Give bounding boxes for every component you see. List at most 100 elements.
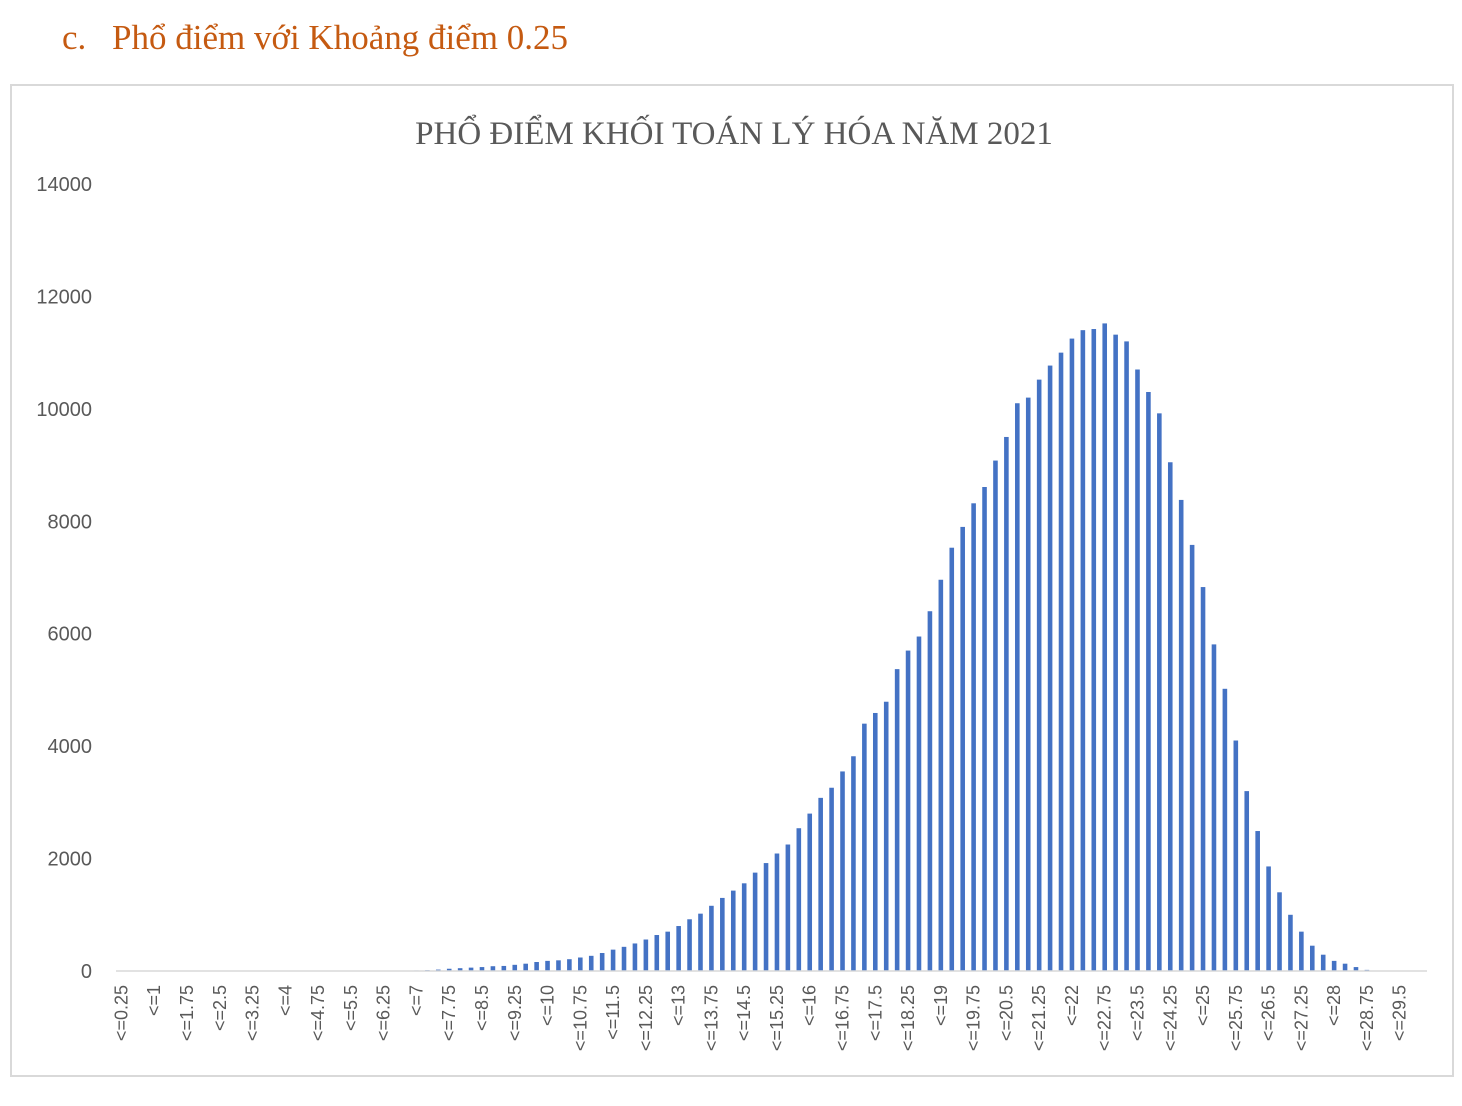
- bar: [698, 913, 703, 971]
- bar: [971, 503, 976, 971]
- bar: [1189, 544, 1195, 971]
- y-tick-label: 10000: [36, 399, 92, 421]
- bar: [862, 723, 867, 971]
- bar: [1015, 403, 1020, 971]
- bar: [1299, 931, 1304, 971]
- bar: [610, 949, 616, 971]
- x-tick-label: <=16.75: [833, 985, 853, 1051]
- y-tick-label: 6000: [48, 624, 93, 646]
- bar: [949, 547, 955, 971]
- bar: [643, 939, 649, 971]
- x-tick-label: <=9.25: [505, 985, 525, 1041]
- bar: [1178, 499, 1184, 971]
- bar: [676, 926, 681, 971]
- bar: [588, 955, 594, 971]
- bar: [479, 967, 485, 971]
- bar: [960, 526, 965, 971]
- x-tick-label: <=28: [1324, 985, 1344, 1026]
- bar: [927, 611, 933, 971]
- bar: [654, 935, 660, 971]
- bar: [1309, 945, 1315, 971]
- y-axis: 0 2000 4000 6000 8000 10000 12000 14000: [36, 174, 92, 983]
- x-axis: <=0.25 <=1 <=1.75 <=2.5 <=3.25 <=4 <=4.75 <=5.5…: [112, 985, 1410, 1051]
- bar: [1331, 960, 1337, 971]
- x-tick-label: <=13.75: [701, 985, 721, 1051]
- bar: [1047, 365, 1053, 971]
- x-tick-label: <=27.25: [1291, 985, 1311, 1051]
- bar: [818, 797, 823, 971]
- bar: [993, 460, 998, 971]
- y-tick-label: 8000: [48, 511, 93, 533]
- bar: [785, 844, 791, 971]
- section-number: c.: [62, 18, 87, 57]
- bar: [687, 919, 692, 971]
- x-tick-label: <=24.25: [1160, 985, 1180, 1051]
- x-tick-label: <=1.75: [177, 985, 197, 1041]
- x-tick-label: <=22.75: [1095, 985, 1115, 1051]
- x-tick-label: <=19: [931, 985, 951, 1026]
- x-tick-label: <=12.25: [636, 985, 656, 1051]
- bar: [1146, 391, 1151, 971]
- y-tick-label: 4000: [48, 736, 93, 758]
- bar: [1222, 688, 1228, 971]
- bar: [523, 963, 528, 971]
- bar: [905, 650, 911, 971]
- bar: [1167, 462, 1173, 971]
- bar: [938, 579, 944, 971]
- bar: [1342, 963, 1348, 971]
- bar: [829, 787, 834, 971]
- bar: [730, 890, 736, 971]
- bar: [982, 487, 987, 971]
- x-tick-label: <=10: [538, 985, 558, 1026]
- section-heading-text: Phổ điểm với Khoảng điểm 0.25: [112, 18, 568, 57]
- bar: [1320, 954, 1326, 971]
- bars: [414, 323, 1370, 972]
- bar: [1036, 379, 1042, 971]
- bar: [851, 756, 856, 971]
- bar: [807, 813, 813, 971]
- bar: [883, 701, 889, 971]
- x-tick-label: <=7: [406, 985, 426, 1016]
- x-tick-label: <=29.5: [1390, 985, 1410, 1041]
- x-tick-label: <=15.25: [767, 985, 787, 1051]
- x-tick-label: <=2.5: [210, 985, 230, 1031]
- bar: [1058, 352, 1064, 971]
- x-tick-label: <=17.5: [865, 985, 885, 1041]
- x-tick-label: <=25.75: [1226, 985, 1246, 1051]
- bar: [1277, 892, 1282, 971]
- bar: [1069, 338, 1075, 972]
- bar: [741, 883, 747, 971]
- bar: [490, 966, 496, 971]
- y-tick-label: 0: [81, 961, 92, 983]
- bar: [1124, 341, 1129, 971]
- bar: [545, 960, 550, 971]
- bar: [1004, 436, 1009, 972]
- section-heading: c. Phổ điểm với Khoảng điểm 0.25: [62, 18, 568, 58]
- bar: [796, 828, 802, 971]
- x-tick-label: <=23.5: [1128, 985, 1148, 1041]
- bar: [1135, 369, 1140, 971]
- bar: [1157, 413, 1162, 972]
- bar: [763, 863, 769, 971]
- bar: [1244, 791, 1250, 971]
- x-tick-label: <=20.5: [996, 985, 1016, 1041]
- x-tick-label: <=16: [800, 985, 820, 1026]
- bar: [1211, 644, 1217, 971]
- x-tick-label: <=4: [275, 985, 295, 1016]
- bar: [567, 959, 572, 971]
- bar: [774, 853, 780, 971]
- bar: [840, 771, 845, 971]
- bar: [578, 957, 583, 971]
- x-tick-label: <=19.75: [964, 985, 984, 1051]
- x-tick-label: <=28.75: [1357, 985, 1377, 1051]
- bar: [457, 968, 463, 971]
- bar: [556, 960, 561, 971]
- bar: [894, 669, 900, 971]
- bar: [872, 712, 878, 971]
- bar: [1288, 914, 1293, 971]
- x-tick-label: <=8.5: [472, 985, 492, 1031]
- x-tick-label: <=22: [1062, 985, 1082, 1026]
- bar: [1102, 323, 1108, 971]
- bar: [1255, 831, 1260, 971]
- bar: [1200, 587, 1206, 971]
